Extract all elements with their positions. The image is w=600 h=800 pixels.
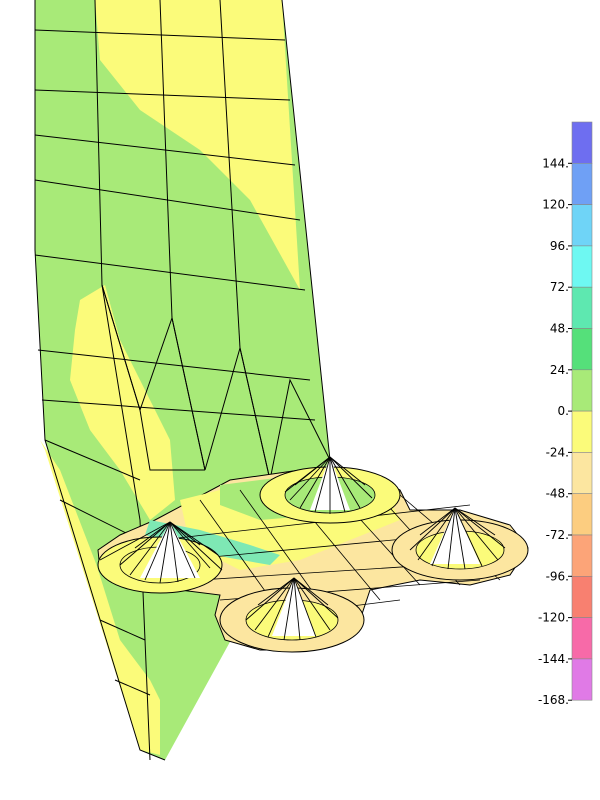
legend-tick-label: 48.	[550, 322, 569, 336]
pile-cap-back	[259, 456, 401, 524]
wall-yellow-strip-left	[40, 440, 160, 755]
legend-swatch	[571, 534, 593, 577]
legend-tick-label: 0.	[558, 404, 569, 418]
legend-tick-label: -168.	[538, 693, 569, 707]
legend-swatch	[571, 369, 593, 412]
legend-tick-label: 120.	[542, 198, 569, 212]
legend-swatch	[571, 493, 593, 536]
legend-swatch	[571, 452, 593, 494]
legend-swatch	[571, 328, 593, 371]
legend-tick-label: 72.	[550, 280, 569, 294]
legend-tick-label: -24.	[546, 445, 569, 459]
pile-cap-right	[391, 507, 529, 581]
wall-green-strip-left	[95, 560, 155, 680]
wall-yellow-band-upper	[95, 0, 300, 290]
legend-swatch	[571, 163, 593, 205]
legend-tick-label: -120.	[538, 611, 569, 625]
legend-swatch	[571, 617, 593, 660]
legend-swatch	[571, 575, 593, 618]
color-legend: 144. 120. 96. 72. 48. 24. 0. -24. -48. -72. -96. -1…	[538, 121, 593, 707]
legend-tick-label: -48.	[546, 487, 569, 501]
legend-swatch	[571, 658, 593, 701]
legend-tick-label: 24.	[550, 363, 569, 377]
legend-tick-label: -144.	[538, 652, 569, 666]
legend-tick-label: 96.	[550, 239, 569, 253]
legend-tick-label: -96.	[546, 569, 569, 583]
legend-tick-label: -72.	[546, 528, 569, 542]
legend-swatch	[571, 286, 593, 329]
pile-cap-front	[219, 577, 365, 653]
pile-cap-left	[97, 521, 223, 594]
legend-swatch	[571, 410, 593, 453]
legend-swatch	[571, 204, 593, 247]
legend-swatch	[571, 245, 593, 288]
legend-tick-label: 144.	[542, 156, 569, 170]
legend-swatch	[571, 121, 593, 164]
